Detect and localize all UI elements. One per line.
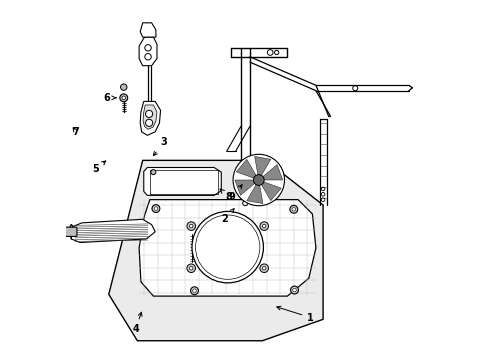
- Circle shape: [290, 286, 298, 294]
- Polygon shape: [108, 160, 323, 341]
- Circle shape: [189, 224, 193, 228]
- Text: 4: 4: [132, 312, 142, 334]
- Polygon shape: [139, 37, 157, 66]
- Text: 2: 2: [221, 209, 234, 224]
- Circle shape: [262, 266, 265, 270]
- Text: 3: 3: [153, 138, 167, 156]
- Polygon shape: [261, 182, 281, 201]
- Circle shape: [152, 204, 160, 212]
- Circle shape: [122, 96, 125, 100]
- Polygon shape: [263, 165, 282, 180]
- Circle shape: [289, 205, 297, 213]
- Circle shape: [260, 264, 268, 273]
- Polygon shape: [234, 180, 254, 195]
- Circle shape: [291, 207, 295, 211]
- Polygon shape: [139, 200, 315, 296]
- Polygon shape: [140, 23, 156, 37]
- Circle shape: [192, 289, 196, 293]
- Circle shape: [120, 94, 127, 102]
- Circle shape: [189, 266, 193, 270]
- Text: 9: 9: [228, 185, 242, 202]
- Text: 7: 7: [72, 127, 79, 137]
- Polygon shape: [246, 185, 263, 203]
- Text: 6: 6: [103, 93, 116, 103]
- Circle shape: [186, 264, 195, 273]
- Circle shape: [154, 207, 157, 210]
- Text: 5: 5: [92, 161, 105, 174]
- Circle shape: [121, 84, 127, 90]
- Circle shape: [262, 224, 265, 228]
- Polygon shape: [140, 102, 160, 135]
- Polygon shape: [143, 167, 221, 195]
- Circle shape: [292, 288, 296, 292]
- Circle shape: [192, 211, 263, 283]
- Polygon shape: [71, 219, 155, 243]
- Circle shape: [233, 154, 284, 206]
- Circle shape: [190, 287, 198, 295]
- Text: 1: 1: [276, 306, 313, 323]
- Circle shape: [253, 175, 264, 185]
- Polygon shape: [236, 159, 256, 178]
- Circle shape: [151, 170, 156, 175]
- Circle shape: [186, 222, 195, 230]
- FancyBboxPatch shape: [65, 227, 77, 237]
- Circle shape: [260, 222, 268, 230]
- Circle shape: [145, 111, 152, 117]
- Circle shape: [145, 119, 152, 126]
- Polygon shape: [143, 105, 157, 129]
- Polygon shape: [254, 157, 270, 175]
- Text: 8: 8: [220, 189, 231, 202]
